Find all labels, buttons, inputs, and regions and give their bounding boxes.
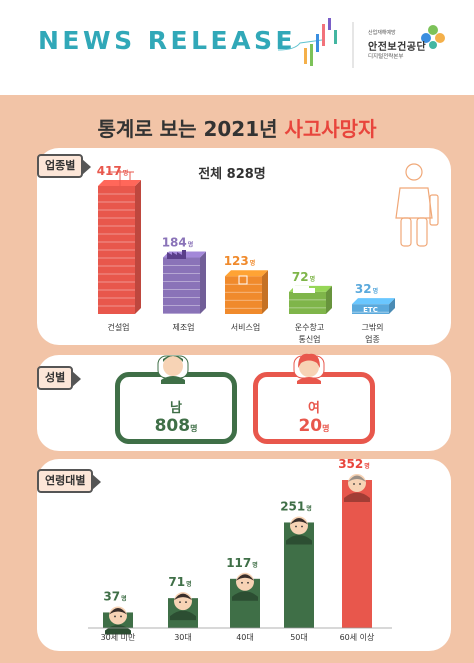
org-subtitle: 산업재해예방 xyxy=(368,30,396,36)
gender-card xyxy=(37,355,451,451)
header: NEWS RELEASE 산업재해예방 안전보건공단 디지털전략본부 xyxy=(0,0,474,95)
org-name: 안전보건공단 xyxy=(368,42,427,53)
female-label: 여 xyxy=(308,401,320,416)
title-prefix: 통계로 보는 2021년 xyxy=(97,117,285,141)
male-value: 808명 xyxy=(154,416,198,436)
male-box: 남 808명 xyxy=(115,372,237,444)
industry-card xyxy=(37,148,451,345)
industry-tag: 업종별 xyxy=(37,154,92,178)
org-division: 디지털전략본부 xyxy=(368,54,404,60)
news-release-title: NEWS RELEASE xyxy=(38,26,297,55)
bar-graph-logo-icon xyxy=(277,18,354,68)
gender-tag: 성별 xyxy=(37,366,82,390)
page-title: 통계로 보는 2021년 사고사망자 xyxy=(0,113,474,142)
age-tag: 연령대별 xyxy=(37,469,103,493)
male-label: 남 xyxy=(170,401,182,416)
title-highlight: 사고사망자 xyxy=(284,117,377,141)
female-value: 20명 xyxy=(298,416,330,436)
female-box: 여 20명 xyxy=(253,372,375,444)
kosha-logo-icon xyxy=(421,25,445,49)
